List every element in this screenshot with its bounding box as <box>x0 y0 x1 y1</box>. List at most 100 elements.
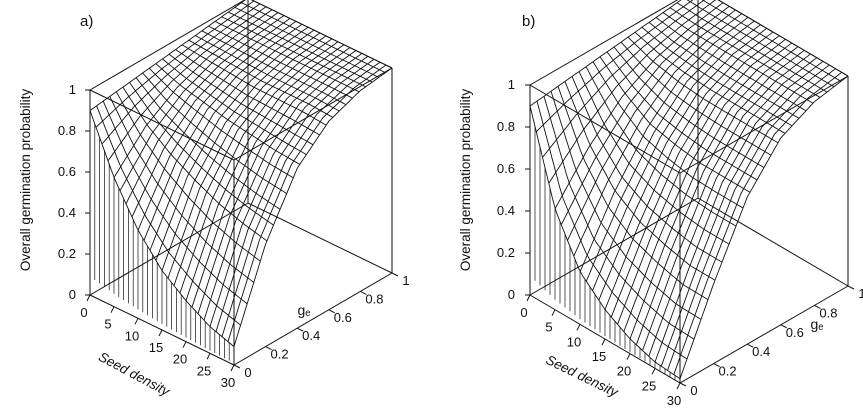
surface-line-density <box>567 9 736 241</box>
surface-line-density <box>598 27 768 301</box>
y-tick <box>360 290 367 295</box>
x-tick <box>601 338 606 346</box>
surface-line-density <box>95 0 255 128</box>
z-tick-label: 0.6 <box>58 164 76 179</box>
x-tick <box>626 353 631 360</box>
surface-line-density <box>648 57 818 357</box>
y-tick-label: 0.4 <box>302 328 320 343</box>
x-tick <box>230 364 235 372</box>
surface-line-density <box>642 53 811 351</box>
y-tick <box>391 272 399 277</box>
surface-line-ge <box>543 96 695 340</box>
y-tick <box>847 285 855 290</box>
surface-line-density <box>585 20 755 282</box>
surface-line-density <box>679 75 849 379</box>
z-tick-label: 0.8 <box>497 119 515 134</box>
surface-line-ge <box>686 0 835 88</box>
surface-line-density <box>221 61 381 337</box>
surface-line-density <box>167 35 327 279</box>
y-tick-label: 0.4 <box>752 344 770 359</box>
surface-line-density <box>227 64 387 342</box>
x-tick-label: 25 <box>642 378 656 393</box>
y-tick-label: 0.8 <box>365 291 383 306</box>
surface-line-density <box>233 67 393 347</box>
x-tick <box>182 341 187 348</box>
y-tick-label: 0.2 <box>271 347 289 362</box>
surface-line-density <box>197 50 357 314</box>
x-tick-label: 30 <box>667 393 681 408</box>
surface-line-density <box>660 64 830 367</box>
x-tick <box>576 324 581 331</box>
panel-label: b) <box>522 13 535 30</box>
z-tick-label: 0.4 <box>497 203 515 218</box>
surface-line-density <box>579 16 749 272</box>
surface-line-density <box>635 49 805 345</box>
surface-line-ge <box>599 56 751 193</box>
surface-line-density <box>610 35 780 318</box>
z-axis-label: Overall germination probability <box>18 89 33 272</box>
y-tick-label: 0 <box>244 365 251 380</box>
surface-line-density <box>113 9 273 178</box>
surface-line-density <box>149 26 309 251</box>
surface-line-density <box>604 31 774 310</box>
surface-line-density <box>542 0 705 158</box>
y-tick <box>780 324 788 329</box>
surface-line-ge <box>641 26 793 127</box>
x-tick-label: 5 <box>545 320 552 335</box>
y-tick <box>328 309 336 314</box>
surface-line-density <box>617 38 786 325</box>
surface-line-ge <box>701 0 842 82</box>
x-tick-label: 20 <box>617 364 631 379</box>
y-tick <box>265 346 272 351</box>
surface <box>89 0 393 347</box>
z-tick-label: 0.8 <box>58 123 76 138</box>
surface-line-ge <box>669 7 821 98</box>
surface-line-ge <box>536 100 688 360</box>
surface-line-density <box>535 0 694 133</box>
surface-line-density <box>155 29 315 261</box>
x-tick-label: 25 <box>197 363 211 378</box>
panel-b: 00.20.40.60.8105101520253000.20.40.60.81… <box>458 0 863 408</box>
surface-front-hatch <box>529 106 681 383</box>
z-axis-label: Overall germination probability <box>458 89 473 272</box>
x-tick <box>158 329 163 337</box>
z-tick-label: 1 <box>508 77 515 92</box>
surface-line-density <box>125 15 285 205</box>
surface-line-density <box>592 24 761 291</box>
surface-line-density <box>179 41 339 294</box>
axis-box-edge <box>529 84 681 174</box>
x-tick-label: 0 <box>80 305 87 320</box>
z-tick-label: 0.2 <box>58 246 76 261</box>
surface-line-density <box>191 47 351 308</box>
x-tick <box>110 306 115 313</box>
surface-line-density <box>548 0 717 184</box>
x-tick-label: 20 <box>173 352 187 367</box>
x-tick <box>676 382 681 390</box>
surface-line-density <box>573 13 743 257</box>
z-tick-label: 0 <box>69 287 76 302</box>
surface-line-density <box>89 0 246 111</box>
surface-line-ge <box>655 17 807 112</box>
axis-box-edge <box>529 197 699 296</box>
surface-line-density <box>203 53 363 321</box>
y-tick <box>814 304 821 309</box>
x-tick-label: 10 <box>567 334 581 349</box>
y-tick <box>296 327 304 332</box>
surface-line-ge <box>662 12 814 104</box>
z-tick-label: 0.6 <box>497 161 515 176</box>
y-tick-label: 0.8 <box>819 305 837 320</box>
surface-line-ge <box>251 0 393 69</box>
panel-label: a) <box>80 13 93 30</box>
surface-line-ge <box>162 58 307 155</box>
surface-line-ge <box>96 105 241 326</box>
axis-box-edge <box>233 67 393 161</box>
axis-box-edge <box>89 0 246 91</box>
x-tick <box>86 294 91 302</box>
y-tick-label: 0 <box>690 383 697 398</box>
z-tick-label: 0.4 <box>58 205 76 220</box>
surface-line-density <box>131 18 291 218</box>
x-tick-label: 15 <box>149 340 163 355</box>
axis-box-edge <box>679 285 849 384</box>
surface-line-density <box>101 3 261 145</box>
